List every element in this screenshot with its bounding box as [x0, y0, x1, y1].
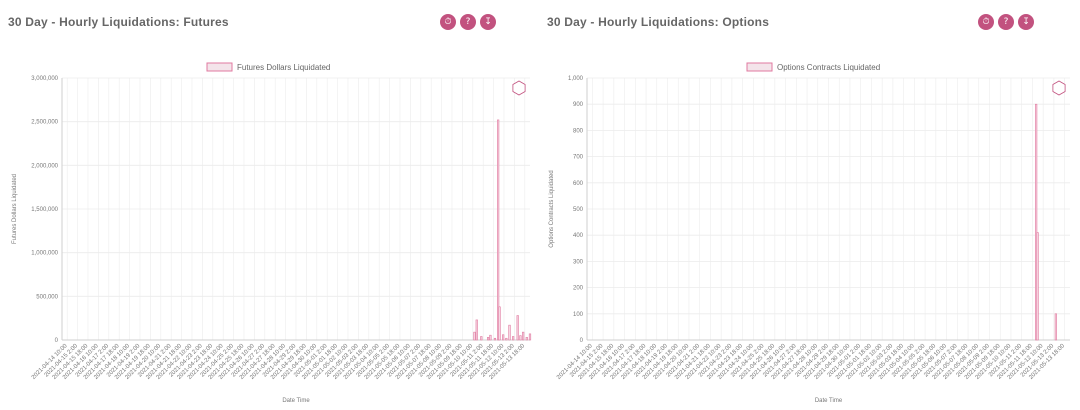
y-tick-label: 2,500,000	[31, 120, 58, 126]
y-tick-label: 500	[573, 207, 584, 213]
y-tick-label: 300	[573, 259, 584, 265]
bar	[516, 315, 519, 341]
y-tick-label: 800	[573, 128, 584, 134]
y-tick-label: 2,000,000	[31, 163, 58, 169]
y-tick-label: 0	[55, 338, 59, 344]
y-tick-label: 3,000,000	[31, 76, 58, 82]
legend: Futures Dollars Liquidated	[206, 62, 330, 72]
hex-logo-icon	[1052, 80, 1066, 96]
y-tick-label: 600	[573, 181, 584, 187]
info-icon[interactable]: ⏱	[440, 14, 456, 30]
y-tick-label: 0	[580, 338, 584, 344]
bar	[1054, 313, 1057, 341]
bar	[489, 334, 492, 341]
y-tick-label: 400	[573, 233, 584, 239]
legend-label: Options Contracts Liquidated	[777, 63, 880, 72]
bar	[493, 337, 497, 341]
bar	[512, 336, 515, 341]
bar	[519, 335, 522, 341]
y-axis-label: Futures Dollars Liquidated	[12, 174, 18, 244]
futures-panel: 30 Day - Hourly Liquidations: Futures ⏱ …	[8, 14, 532, 404]
help-icon[interactable]: ?	[460, 14, 476, 30]
bar	[528, 333, 532, 341]
y-tick-label: 900	[573, 102, 584, 108]
bar	[498, 306, 501, 341]
futures-chart-title: 30 Day - Hourly Liquidations: Futures	[8, 15, 229, 29]
bar	[502, 334, 505, 341]
futures-chart: 0 500,000 1,000,000 1,500,000 2,000,000 2,500…	[12, 62, 532, 404]
bar	[522, 331, 525, 341]
options-chart: 01002003004005006007008009001,0002021-04…	[549, 62, 1070, 404]
download-icon[interactable]: ↧	[480, 14, 496, 30]
x-axis-label: Date Time	[282, 398, 310, 404]
legend-swatch	[746, 62, 773, 72]
y-tick-label: 100	[573, 312, 584, 318]
y-tick-label: 1,500,000	[31, 207, 58, 213]
y-tick-label: 500,000	[36, 294, 58, 300]
bar	[1036, 232, 1039, 341]
hex-logo-icon	[512, 80, 526, 96]
bar	[480, 336, 483, 341]
options-panel: 30 Day - Hourly Liquidations: Options ⏱ …	[540, 0, 1080, 410]
help-icon[interactable]: ?	[998, 14, 1014, 30]
legend-swatch	[206, 62, 233, 72]
bar	[505, 337, 508, 341]
x-axis-label: Date Time	[815, 398, 843, 404]
y-tick-label: 700	[573, 155, 584, 161]
legend-label: Futures Dollars Liquidated	[237, 63, 330, 72]
info-icon[interactable]: ⏱	[978, 14, 994, 30]
bar	[525, 337, 528, 341]
legend: Options Contracts Liquidated	[746, 62, 880, 72]
bar	[475, 319, 478, 341]
y-axis-label: Options Contracts Liquidated	[549, 170, 555, 247]
y-tick-label: 200	[573, 286, 584, 292]
bar	[1035, 103, 1038, 341]
y-tick-label: 1,000	[568, 76, 584, 82]
options-chart-title: 30 Day - Hourly Liquidations: Options	[547, 15, 770, 29]
bar	[508, 324, 511, 341]
bar	[473, 331, 476, 341]
bar	[487, 337, 490, 341]
bar	[497, 119, 500, 341]
y-tick-label: 1,000,000	[31, 251, 58, 257]
download-icon[interactable]: ↧	[1018, 14, 1034, 30]
